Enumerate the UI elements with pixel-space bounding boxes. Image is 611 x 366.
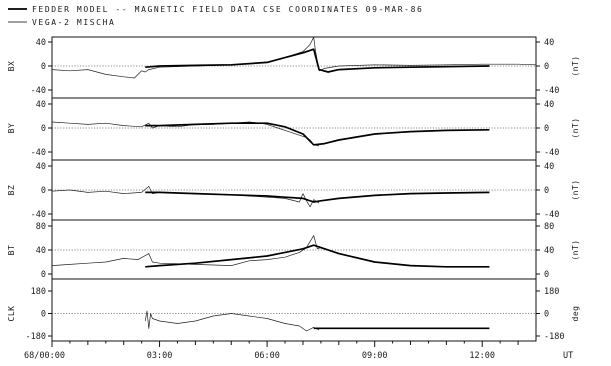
bx-left-tick-label: 40 bbox=[36, 38, 46, 48]
bx-right-tick-label: 0 bbox=[544, 62, 549, 72]
by-right-tick-label: 40 bbox=[544, 100, 554, 110]
clk-left-tick-label: -180 bbox=[26, 332, 46, 342]
bx-vega2-mischa-line bbox=[51, 36, 537, 79]
bx-right-tick-label: -40 bbox=[544, 86, 559, 96]
by-component-label: BY bbox=[7, 123, 16, 134]
bz-left-tick-label: -40 bbox=[31, 210, 46, 220]
panel-bx: 40 40 0 0 -40 -40 BX (nT) bbox=[7, 36, 580, 96]
plot-frame bbox=[51, 36, 537, 342]
bt-component-label: BT bbox=[7, 245, 16, 256]
bz-fedder-model-line bbox=[145, 191, 490, 203]
panel-clk: 180 180 0 0 -180 -180 CLK deg bbox=[7, 287, 580, 342]
bt-right-tick-label: 40 bbox=[544, 246, 554, 256]
by-left-tick-label: 40 bbox=[36, 100, 46, 110]
bt-vega2-mischa-line bbox=[51, 235, 322, 266]
bz-left-tick-label: 0 bbox=[41, 186, 46, 196]
by-left-tick-label: 0 bbox=[41, 124, 46, 134]
by-fedder-model-line bbox=[145, 122, 490, 146]
bt-right-tick-label: 0 bbox=[544, 270, 549, 280]
bx-fedder-model-line bbox=[145, 48, 490, 73]
legend-label-vega2-mischa: VEGA-2 MISCHA bbox=[32, 18, 115, 27]
bx-unit-label: (nT) bbox=[571, 55, 580, 76]
panel-by: 40 40 0 0 -40 -40 BY (nT) bbox=[7, 100, 580, 158]
bt-left-tick-label: 40 bbox=[36, 246, 46, 256]
bz-right-tick-label: 40 bbox=[544, 162, 554, 172]
by-unit-label: (nT) bbox=[571, 117, 580, 138]
bt-unit-label: (nT) bbox=[571, 239, 580, 260]
clk-right-tick-label: 180 bbox=[544, 287, 559, 297]
bt-fedder-model-line bbox=[145, 244, 490, 268]
clk-component-label: CLK bbox=[7, 306, 16, 322]
bx-left-tick-label: -40 bbox=[31, 86, 46, 96]
clk-unit-label: deg bbox=[571, 306, 580, 322]
bz-right-tick-label: -40 bbox=[544, 210, 559, 220]
bz-left-tick-label: 40 bbox=[36, 162, 46, 172]
bx-right-tick-label: 40 bbox=[544, 38, 554, 48]
clk-vega2-mischa-line bbox=[144, 310, 320, 332]
x-tick-label: 03:00 bbox=[147, 351, 173, 361]
clk-left-tick-label: 180 bbox=[31, 287, 46, 297]
bx-left-tick-label: 0 bbox=[41, 62, 46, 72]
bt-left-tick-label: 0 bbox=[41, 270, 46, 280]
x-axis: 68/00:00 03:00 06:00 09:00 12:00 bbox=[24, 341, 519, 361]
clk-left-tick-label: 0 bbox=[41, 310, 46, 320]
x-tick-label: 68/00:00 bbox=[24, 351, 65, 361]
by-left-tick-label: -40 bbox=[31, 148, 46, 158]
bz-unit-label: (nT) bbox=[571, 179, 580, 200]
clk-right-tick-label: 0 bbox=[544, 310, 549, 320]
by-right-tick-label: -40 bbox=[544, 148, 559, 158]
x-tick-label: 09:00 bbox=[362, 351, 388, 361]
x-tick-label: 12:00 bbox=[469, 351, 495, 361]
bz-right-tick-label: 0 bbox=[544, 186, 549, 196]
panel-bz: 40 40 0 0 -40 -40 BZ (nT) bbox=[7, 162, 580, 220]
clk-right-tick-label: -180 bbox=[544, 332, 564, 342]
bz-component-label: BZ bbox=[7, 185, 16, 196]
panel-bt: 80 80 40 40 0 0 BT (nT) bbox=[7, 222, 580, 280]
x-axis-unit-label: UT bbox=[563, 351, 573, 361]
bt-left-tick-label: 80 bbox=[36, 222, 46, 232]
x-tick-label: 06:00 bbox=[254, 351, 280, 361]
bt-right-tick-label: 80 bbox=[544, 222, 554, 232]
by-right-tick-label: 0 bbox=[544, 124, 549, 134]
bx-component-label: BX bbox=[7, 61, 16, 72]
header-title: FEDDER MODEL -- MAGNETIC FIELD DATA CSE … bbox=[32, 5, 423, 14]
